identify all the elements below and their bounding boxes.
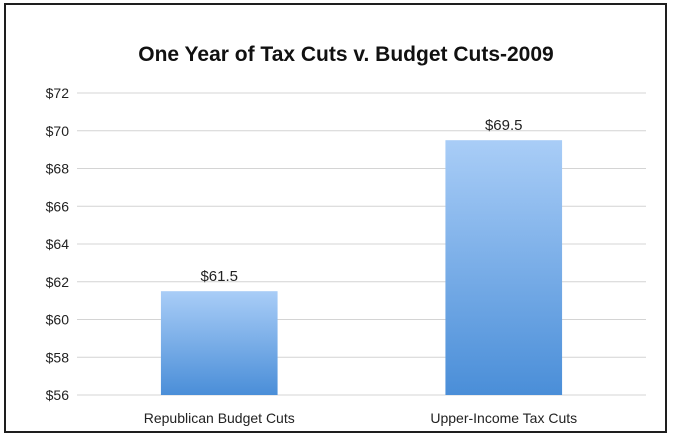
- bar: [160, 291, 278, 395]
- x-category-label: Upper-Income Tax Cuts: [430, 410, 577, 426]
- chart-title: One Year of Tax Cuts v. Budget Cuts-2009: [138, 43, 553, 66]
- y-tick-label: $64: [46, 236, 70, 252]
- y-tick-label: $58: [46, 349, 70, 365]
- y-tick-label: $56: [46, 387, 70, 403]
- data-label: $69.5: [485, 117, 523, 134]
- y-tick-label: $72: [46, 85, 70, 101]
- y-tick-label: $66: [46, 198, 70, 214]
- y-tick-label: $62: [46, 274, 70, 290]
- y-tick-label: $68: [46, 161, 70, 177]
- y-tick-label: $70: [46, 123, 70, 139]
- x-category-label: Republican Budget Cuts: [144, 410, 295, 426]
- y-tick-label: $60: [46, 312, 70, 328]
- chart-frame: One Year of Tax Cuts v. Budget Cuts-2009…: [4, 3, 667, 433]
- data-label: $61.5: [200, 268, 238, 285]
- bar: [445, 140, 563, 395]
- bar-chart: One Year of Tax Cuts v. Budget Cuts-2009…: [46, 43, 646, 426]
